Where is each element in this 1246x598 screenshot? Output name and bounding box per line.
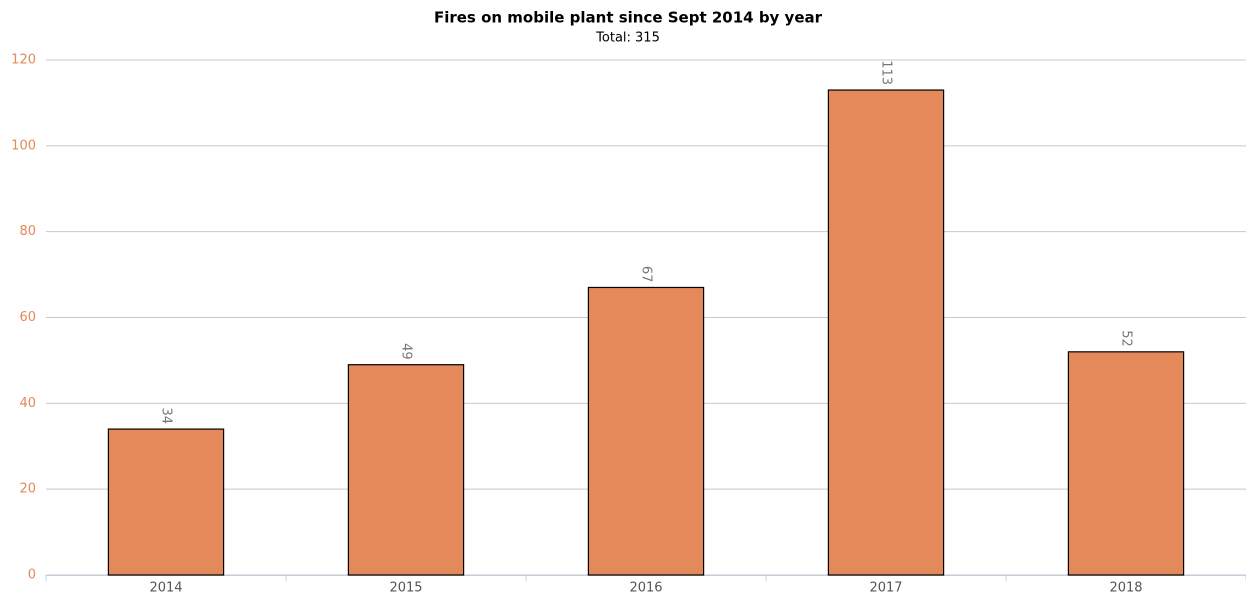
- y-tick-label: 40: [19, 396, 36, 411]
- chart-title: Fires on mobile plant since Sept 2014 by…: [434, 9, 823, 27]
- y-tick-label: 120: [11, 53, 36, 68]
- bar: [347, 364, 465, 576]
- bar: [587, 286, 705, 576]
- x-tick-label: 2016: [629, 581, 662, 596]
- x-tick-label: 2015: [389, 581, 422, 596]
- x-tick-label: 2014: [149, 581, 182, 596]
- data-label: 113: [879, 60, 894, 85]
- bar: [1067, 351, 1185, 576]
- y-tick-label: 80: [19, 224, 36, 239]
- y-tick-label: 100: [11, 138, 36, 153]
- data-label: 49: [399, 343, 414, 360]
- y-tick-label: 0: [28, 568, 36, 583]
- chart-subtitle: Total: 315: [595, 31, 660, 46]
- y-tick-label: 20: [19, 482, 36, 497]
- y-tick-label: 60: [19, 310, 36, 325]
- x-tick-label: 2017: [869, 581, 902, 596]
- bar: [827, 89, 945, 576]
- data-label: 52: [1119, 330, 1134, 347]
- data-label: 34: [159, 408, 174, 425]
- data-label: 67: [639, 266, 654, 283]
- x-tick-label: 2018: [1109, 581, 1142, 596]
- bar: [107, 428, 225, 576]
